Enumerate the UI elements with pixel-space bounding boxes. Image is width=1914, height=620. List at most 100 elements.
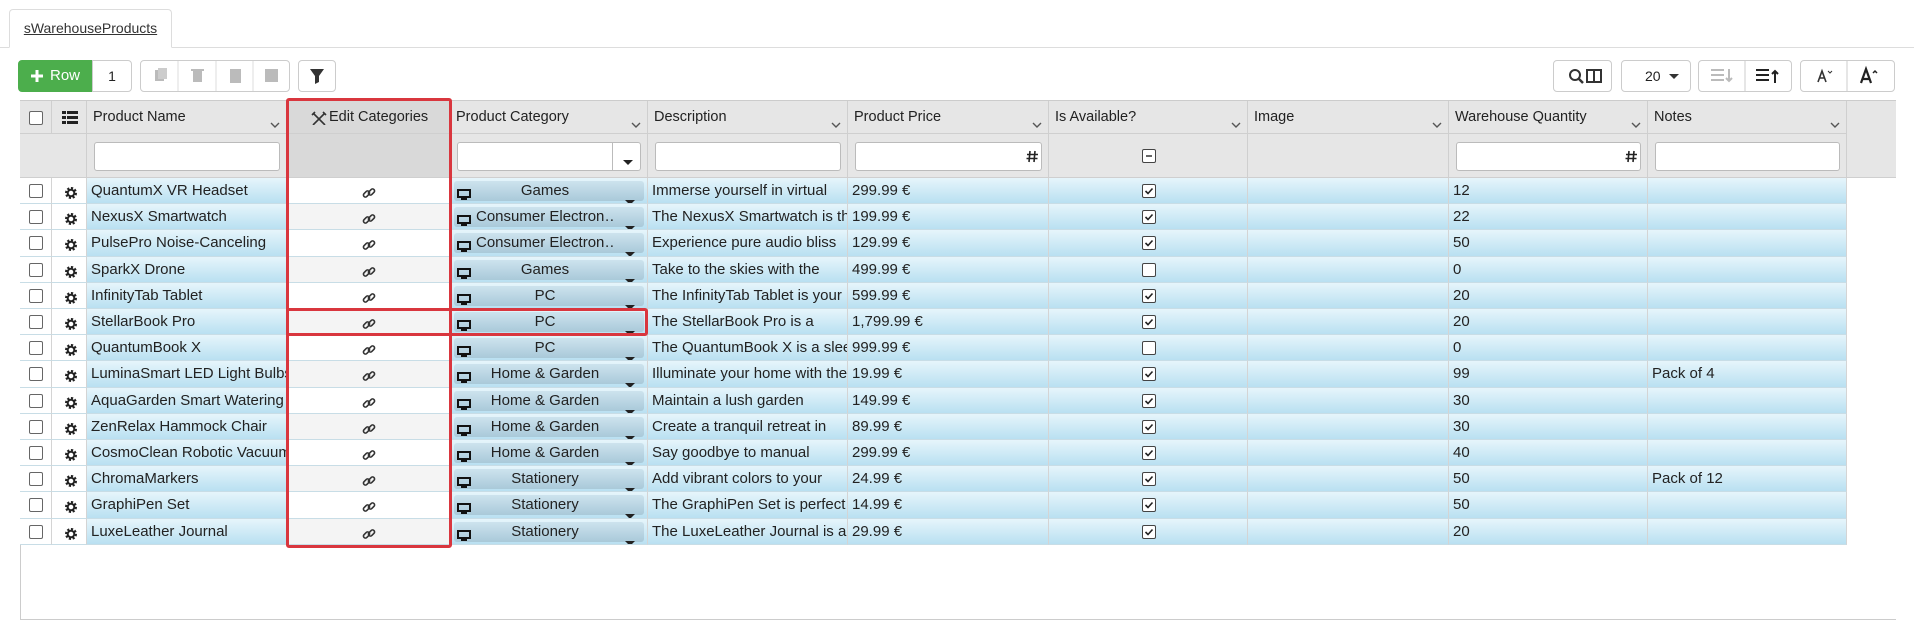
category-select[interactable]: PC <box>454 312 644 335</box>
column-menu[interactable] <box>1631 115 1641 132</box>
filter-button[interactable] <box>298 60 336 92</box>
available-checkbox[interactable] <box>1141 472 1156 487</box>
category-select[interactable]: Home & Garden <box>454 390 644 413</box>
available-checkbox[interactable] <box>1141 419 1156 434</box>
available-checkbox[interactable] <box>1141 524 1156 539</box>
filter-input[interactable] <box>94 142 280 171</box>
row-checkbox[interactable] <box>29 393 43 408</box>
row-checkbox[interactable] <box>29 288 43 303</box>
available-checkbox[interactable] <box>1141 341 1156 356</box>
header-menu[interactable] <box>52 101 87 134</box>
row-actions[interactable] <box>52 178 87 205</box>
row-actions[interactable] <box>52 230 87 257</box>
edit-categories-cell[interactable] <box>287 413 450 440</box>
column-menu[interactable] <box>631 115 641 132</box>
row-checkbox[interactable] <box>29 262 43 277</box>
row-count[interactable]: 1 <box>92 60 132 92</box>
available-checkbox[interactable] <box>1141 236 1156 251</box>
category-select[interactable]: Home & Garden <box>454 364 644 387</box>
filter-dropdown[interactable] <box>612 142 642 171</box>
add-row-button[interactable]: Row <box>18 60 92 92</box>
column-menu[interactable] <box>1032 115 1042 132</box>
column-header[interactable]: Product Name <box>87 101 287 134</box>
column-menu[interactable] <box>831 115 841 132</box>
row-checkbox[interactable] <box>29 446 43 460</box>
row-checkbox[interactable] <box>29 341 43 356</box>
column-header[interactable]: Notes <box>1648 101 1847 134</box>
column-header[interactable]: Product Category <box>450 101 648 134</box>
available-checkbox[interactable] <box>1141 393 1156 408</box>
category-select[interactable]: Games <box>454 259 644 282</box>
column-menu[interactable] <box>1830 115 1840 132</box>
available-checkbox[interactable] <box>1141 498 1156 513</box>
filter-input[interactable] <box>1456 142 1641 171</box>
edit-categories-cell[interactable] <box>287 361 450 388</box>
filter-input[interactable] <box>457 142 641 171</box>
edit-categories-cell[interactable] <box>287 230 450 257</box>
category-select[interactable]: Consumer Electron… <box>454 207 644 230</box>
row-actions[interactable] <box>52 309 87 336</box>
edit-categories-cell[interactable] <box>287 335 450 362</box>
row-actions[interactable] <box>52 440 87 467</box>
edit-categories-cell[interactable] <box>287 492 450 519</box>
category-select[interactable]: Stationery <box>454 469 644 492</box>
available-checkbox[interactable] <box>1141 315 1156 329</box>
tab-title[interactable]: sWarehouseProducts <box>23 20 158 36</box>
category-select[interactable]: Stationery <box>454 521 644 544</box>
column-menu[interactable] <box>1432 115 1442 132</box>
category-select[interactable]: Consumer Electron… <box>454 233 644 256</box>
available-checkbox[interactable] <box>1141 367 1156 382</box>
column-header[interactable]: Product Price <box>848 101 1049 134</box>
filter-input[interactable] <box>655 142 841 171</box>
available-checkbox[interactable] <box>1141 210 1156 225</box>
add-row-label[interactable]: Row <box>50 67 81 84</box>
row-checkbox[interactable] <box>29 210 43 225</box>
row-checkbox[interactable] <box>29 472 43 487</box>
column-header[interactable]: Image <box>1248 101 1449 134</box>
font-size-buttons[interactable] <box>1800 60 1895 92</box>
available-checkbox[interactable] <box>1141 446 1156 460</box>
edit-categories-cell[interactable] <box>287 518 450 545</box>
row-checkbox[interactable] <box>29 419 43 434</box>
page-size-select[interactable]: 20 <box>1621 60 1691 92</box>
tristate-filter[interactable] <box>1141 149 1156 163</box>
tab[interactable]: sWarehouseProducts <box>9 9 172 48</box>
category-select[interactable]: PC <box>454 285 644 308</box>
select-all-checkbox[interactable] <box>29 111 43 125</box>
edit-categories-cell[interactable] <box>287 309 450 336</box>
available-checkbox[interactable] <box>1141 288 1156 303</box>
column-menu[interactable] <box>1231 115 1241 132</box>
row-actions[interactable] <box>52 204 87 231</box>
row-actions[interactable] <box>52 282 87 309</box>
column-header[interactable]: Is Available? <box>1049 101 1248 134</box>
row-checkbox[interactable] <box>29 184 43 198</box>
category-select[interactable]: PC <box>454 338 644 361</box>
column-header[interactable]: Warehouse Quantity <box>1449 101 1648 134</box>
row-checkbox[interactable] <box>29 367 43 382</box>
search-columns-button[interactable] <box>1553 60 1612 92</box>
edit-categories-cell[interactable] <box>287 440 450 467</box>
available-checkbox[interactable] <box>1141 262 1156 277</box>
row-actions[interactable] <box>52 518 87 545</box>
row-checkbox[interactable] <box>29 524 43 539</box>
row-actions[interactable] <box>52 413 87 440</box>
edit-categories-cell[interactable] <box>287 256 450 283</box>
category-select[interactable]: Home & Garden <box>454 416 644 439</box>
category-select[interactable]: Games <box>454 181 644 204</box>
column-menu[interactable] <box>270 115 280 132</box>
row-actions[interactable] <box>52 361 87 388</box>
row-actions[interactable] <box>52 466 87 493</box>
row-actions[interactable] <box>52 492 87 519</box>
available-checkbox[interactable] <box>1141 184 1156 198</box>
column-header[interactable]: Edit Categories <box>287 101 450 134</box>
row-actions[interactable] <box>52 256 87 283</box>
filter-input[interactable] <box>1655 142 1840 171</box>
row-actions[interactable] <box>52 387 87 414</box>
row-actions[interactable] <box>52 335 87 362</box>
edit-categories-cell[interactable] <box>287 466 450 493</box>
column-header[interactable]: Description <box>648 101 848 134</box>
category-select[interactable]: Home & Garden <box>454 443 644 466</box>
row-checkbox[interactable] <box>29 236 43 251</box>
filter-input[interactable] <box>855 142 1042 171</box>
category-select[interactable]: Stationery <box>454 495 644 518</box>
